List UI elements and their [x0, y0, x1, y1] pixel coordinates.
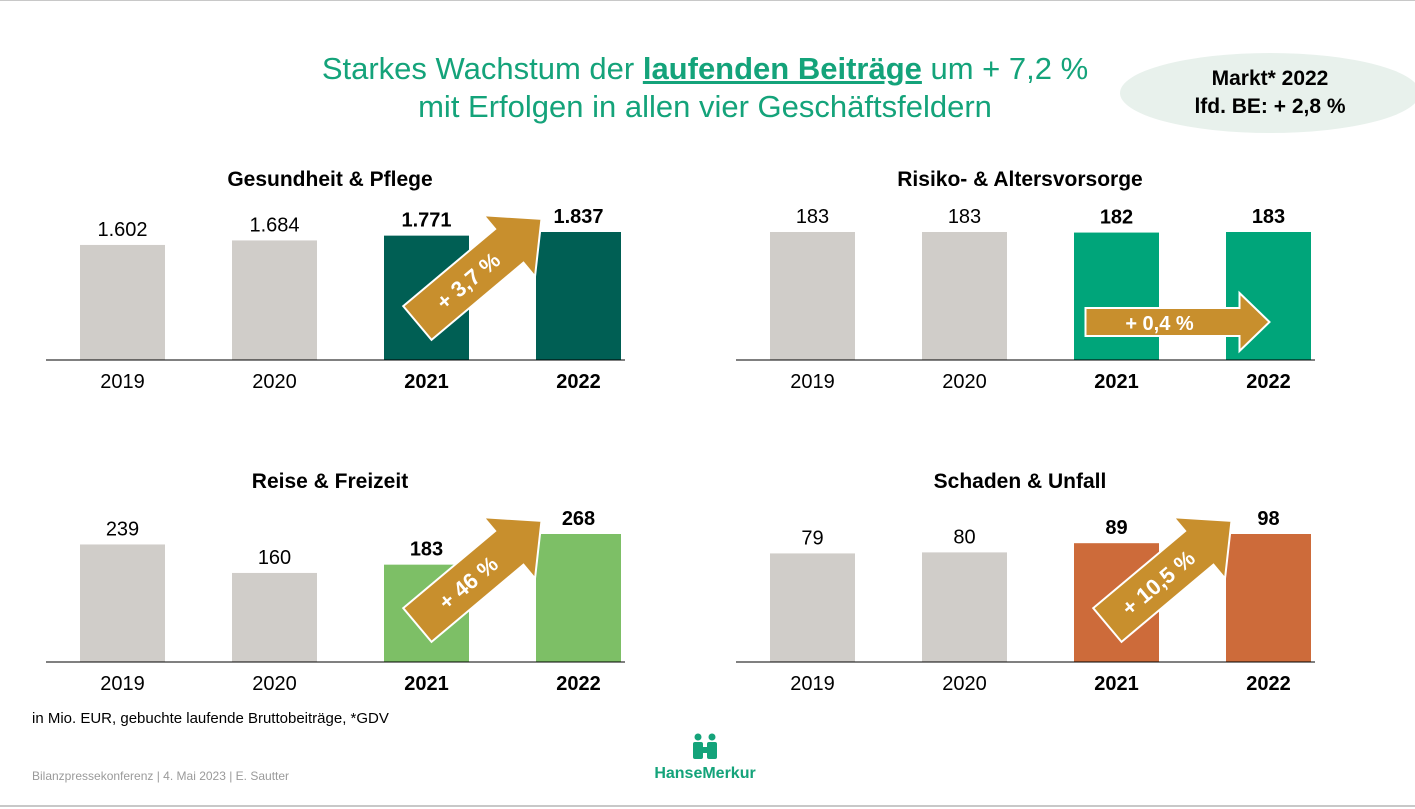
value-label-2021: 183: [410, 539, 443, 561]
bar-2020: [232, 240, 317, 360]
value-label-2021: 1.771: [401, 210, 451, 232]
value-label-2021: 89: [1105, 517, 1127, 539]
category-label-2020: 2020: [252, 371, 297, 393]
bar-2020: [922, 552, 1007, 662]
value-label-2022: 98: [1257, 508, 1279, 530]
footer-source: Bilanzpressekonferenz | 4. Mai 2023 | E.…: [32, 769, 290, 783]
bottom-divider: [0, 805, 1415, 807]
logo-icon: [693, 733, 717, 759]
top-divider: [0, 0, 1415, 1]
value-label-2019: 79: [801, 527, 823, 549]
growth-arrow-shape: [401, 214, 543, 342]
growth-arrow-shape: [1091, 516, 1233, 644]
logo-wordmark: HanseMerkur: [654, 765, 756, 782]
chart-title: Schaden & Unfall: [934, 470, 1107, 493]
category-label-2020: 2020: [252, 673, 297, 695]
title-line-1: Starkes Wachstum der laufenden Beiträge …: [250, 50, 1160, 88]
chart-gesundheit-pflege: Gesundheit & Pflege 1.602 2019 1.684 2020 1.7…: [46, 168, 625, 393]
category-label-2022: 2022: [556, 673, 601, 695]
chart-risiko-altersvorsorge: Risiko- & Altersvorsorge 183 2019 183 2020 18…: [736, 168, 1315, 393]
title-line-2: mit Erfolgen in allen vier Geschäftsfeld…: [418, 89, 992, 124]
bar-2019: [770, 553, 855, 662]
bar-2022: [536, 534, 621, 662]
growth-arrow: + 10,5 %: [1091, 516, 1233, 644]
value-label-2020: 80: [953, 526, 975, 548]
market-label: Markt* 2022: [1211, 67, 1329, 90]
category-label-2021: 2021: [404, 371, 449, 393]
category-label-2022: 2022: [1246, 371, 1291, 393]
category-label-2020: 2020: [942, 371, 987, 393]
value-label-2022: 268: [562, 508, 595, 530]
value-label-2020: 183: [948, 206, 981, 228]
title-highlight: laufenden Beiträge: [642, 51, 922, 86]
growth-arrow-shape: [1084, 290, 1271, 354]
growth-arrow-shape: [401, 516, 543, 644]
bar-2020: [232, 572, 317, 662]
category-label-2019: 2019: [790, 673, 835, 695]
chart-schaden-unfall: Schaden & Unfall 79 2019 80 2020 89 2021 98 2022…: [736, 470, 1315, 695]
category-label-2021: 2021: [404, 673, 449, 695]
value-label-2019: 183: [796, 206, 829, 228]
bar-2022: [536, 232, 621, 360]
category-label-2019: 2019: [100, 673, 145, 695]
company-logo: HanseMerkur: [650, 732, 760, 788]
value-label-2022: 183: [1252, 206, 1285, 228]
category-label-2022: 2022: [1246, 673, 1291, 695]
value-label-2019: 1.602: [97, 219, 147, 241]
category-label-2019: 2019: [790, 371, 835, 393]
value-label-2022: 1.837: [553, 206, 603, 228]
market-badge: Markt* 2022 lfd. BE: + 2,8 %: [1120, 53, 1415, 133]
title-suffix: um + 7,2 %: [921, 51, 1089, 86]
category-label-2021: 2021: [1094, 673, 1139, 695]
category-label-2022: 2022: [556, 371, 601, 393]
category-label-2021: 2021: [1094, 371, 1139, 393]
chart-title: Gesundheit & Pflege: [227, 168, 432, 191]
bar-2019: [80, 244, 165, 360]
bar-2019: [770, 232, 855, 360]
chart-title: Risiko- & Altersvorsorge: [897, 168, 1142, 191]
category-label-2019: 2019: [100, 371, 145, 393]
value-label-2020: 1.684: [249, 214, 299, 236]
chart-reise-freizeit: Reise & Freizeit 239 2019 160 2020 183 2021 268…: [46, 470, 625, 695]
bar-2022: [1226, 534, 1311, 662]
growth-label: + 0,4 %: [1125, 313, 1194, 335]
market-growth: lfd. BE: + 2,8 %: [1194, 95, 1346, 118]
bar-2020: [922, 232, 1007, 360]
category-label-2020: 2020: [942, 673, 987, 695]
value-label-2021: 182: [1100, 207, 1133, 229]
footnote: in Mio. EUR, gebuchte laufende Bruttobei…: [32, 710, 389, 727]
bar-2019: [80, 544, 165, 662]
bar-2021: [1074, 232, 1159, 360]
value-label-2020: 160: [258, 547, 291, 569]
value-label-2019: 239: [106, 518, 139, 540]
chart-title: Reise & Freizeit: [252, 470, 408, 493]
growth-arrow: + 0,4 %: [1084, 290, 1271, 354]
title-prefix: Starkes Wachstum der: [321, 51, 643, 86]
page-title: Starkes Wachstum der laufenden Beiträge …: [250, 50, 1160, 126]
